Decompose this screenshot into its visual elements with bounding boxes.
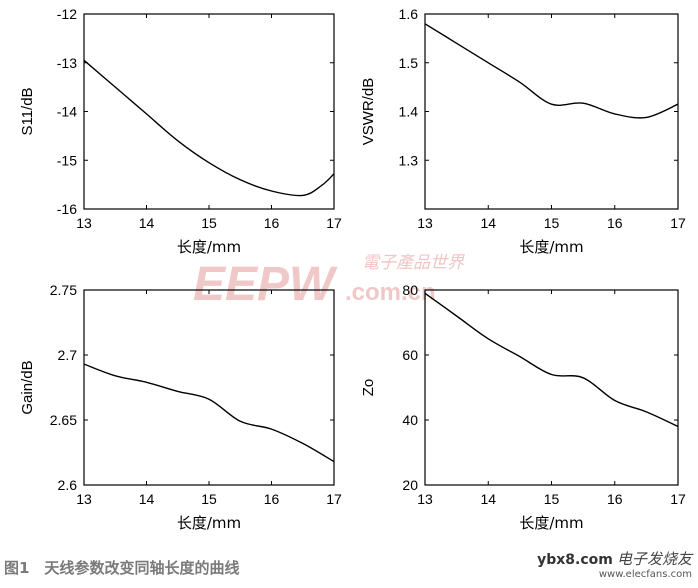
series-line-gain	[83, 363, 335, 463]
figure-caption: 图1 天线参数改变同轴长度的曲线	[4, 559, 240, 577]
plot-frame	[424, 13, 679, 210]
x-axis-label: 长度/mm	[519, 514, 583, 532]
series-line-zo	[424, 292, 679, 428]
corner-watermark-site: ybx8.com	[537, 552, 613, 568]
y-tick-label: 1.3	[399, 152, 419, 168]
y-tick-label: -15	[57, 152, 77, 168]
x-tick-label: 16	[264, 491, 280, 507]
x-tick-label: 16	[607, 215, 623, 231]
chart-s11: 13 14 15 16 17 -16 -15 -14 -13 -12 长度/mm S11/dB	[19, 6, 342, 256]
series-line-vswr	[424, 23, 679, 119]
x-tick-label: 15	[201, 491, 217, 507]
x-tick-label: 14	[480, 491, 496, 507]
y-tick-label: 1.6	[399, 6, 419, 22]
x-tick-label: 15	[544, 491, 560, 507]
x-tick-label: 15	[544, 215, 560, 231]
x-tick-label: 14	[480, 215, 496, 231]
x-axis-label: 长度/mm	[177, 514, 241, 532]
y-tick-label: 1.5	[399, 55, 419, 71]
x-tick-label: 17	[670, 215, 686, 231]
y-tick-label: -16	[57, 201, 77, 217]
watermark: EEPW .com.cn 電子產品世界	[193, 253, 465, 311]
y-tick-label: 2.65	[50, 412, 77, 428]
corner-watermark-cn: 电子发烧友	[616, 550, 692, 568]
y-axis-label: VSWR/dB	[360, 78, 377, 146]
corner-watermark: ybx8.com 电子发烧友 www.elecfans.com	[537, 552, 692, 582]
y-tick-label: -13	[57, 55, 77, 71]
x-tick-label: 16	[264, 215, 280, 231]
y-tick-label: 80	[402, 282, 418, 298]
figure: EEPW .com.cn 電子產品世界 13 14 15 16 17 -16 -15 -14 -…	[19, 6, 686, 532]
y-tick-label: -14	[57, 104, 77, 120]
x-axis-label: 长度/mm	[177, 238, 241, 256]
x-tick-label: 13	[76, 215, 92, 231]
x-tick-label: 16	[607, 491, 623, 507]
y-tick-label: 1.4	[399, 104, 419, 120]
x-tick-label: 15	[201, 215, 217, 231]
y-tick-label: -12	[57, 6, 77, 22]
y-tick-label: 2.7	[58, 347, 78, 363]
x-tick-label: 13	[76, 491, 92, 507]
chart-gain: 13 14 15 16 17 2.6 2.65 2.7 2.75 长度/mm Gain/dB	[19, 282, 342, 532]
y-tick-label: 60	[402, 347, 418, 363]
y-tick-label: 2.6	[58, 477, 78, 493]
x-tick-label: 13	[417, 491, 433, 507]
y-tick-label: 40	[402, 412, 418, 428]
x-tick-label: 17	[670, 491, 686, 507]
x-axis-label: 长度/mm	[519, 238, 583, 256]
y-axis-label: Zo	[360, 379, 377, 397]
y-tick-label: 2.75	[50, 282, 77, 298]
plot-frame	[83, 13, 335, 210]
plot-frame	[424, 289, 679, 486]
x-tick-label: 17	[326, 491, 342, 507]
x-tick-label: 13	[417, 215, 433, 231]
x-tick-label: 17	[326, 215, 342, 231]
y-axis-label: Gain/dB	[19, 360, 36, 414]
chart-vswr: 13 14 15 16 17 1.3 1.4 1.5 1.6 长度/mm VSWR/dB	[360, 6, 686, 256]
x-tick-label: 14	[139, 215, 155, 231]
chart-zo: 13 14 15 16 17 20 40 60 80 长度/mm Zo	[360, 282, 686, 532]
corner-watermark-url: www.elecfans.com	[598, 569, 692, 580]
y-tick-label: 20	[402, 477, 418, 493]
plot-frame	[83, 289, 335, 486]
chart-panels: 13 14 15 16 17 -16 -15 -14 -13 -12 长度/mm S11/dB 13 14…	[19, 6, 686, 532]
y-axis-label: S11/dB	[19, 87, 36, 135]
watermark-logo: EEPW	[193, 258, 338, 311]
series-line-s11	[83, 59, 335, 197]
x-tick-label: 14	[139, 491, 155, 507]
watermark-url: .com.cn	[345, 279, 436, 306]
watermark-cn-name: 電子產品世界	[362, 253, 465, 273]
